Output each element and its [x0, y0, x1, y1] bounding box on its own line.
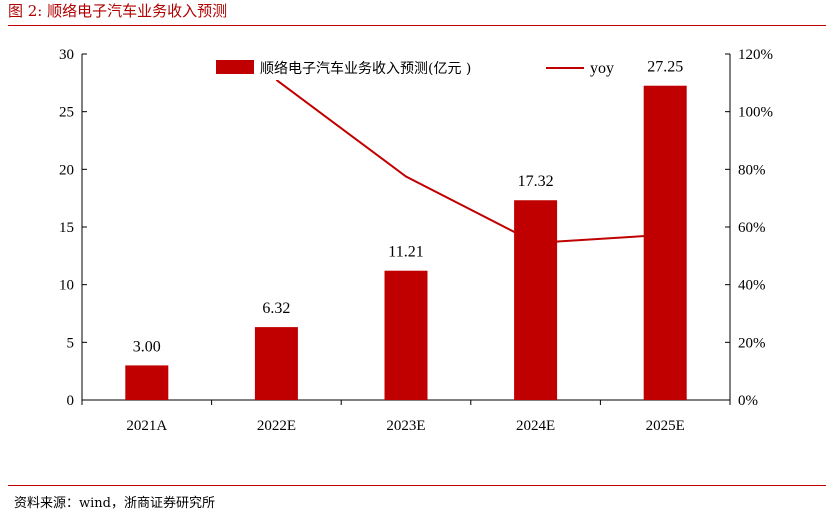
right-axis-tick-label: 0% [738, 393, 758, 409]
left-axis-tick-label: 0 [67, 393, 75, 409]
x-axis-tick-label: 2022E [257, 418, 296, 434]
bar-2025E [643, 85, 687, 400]
right-axis-tick-label: 80% [738, 162, 766, 178]
bar-2024E [514, 200, 558, 400]
bar-2023E [384, 270, 428, 400]
right-axis-tick-label: 60% [738, 220, 766, 236]
left-axis-tick-label: 15 [59, 220, 74, 236]
source-note: 资料来源：wind，浙商证券研究所 [14, 496, 215, 511]
left-axis-tick-label: 5 [67, 335, 75, 351]
bar-data-label: 6.32 [262, 300, 290, 317]
legend-bar-swatch [216, 60, 254, 74]
bar-data-label: 11.21 [388, 244, 423, 261]
bar-2021A [125, 365, 169, 400]
bottom-rule [8, 485, 826, 486]
right-axis-tick-label: 100% [738, 105, 773, 121]
bar-data-label: 27.25 [647, 59, 683, 76]
yoy-line [275, 79, 666, 244]
bar-data-label: 17.32 [518, 173, 554, 190]
right-axis-tick-label: 120% [738, 47, 773, 63]
x-axis-tick-label: 2023E [386, 418, 425, 434]
top-rule [8, 25, 826, 26]
x-axis-tick-label: 2024E [516, 418, 555, 434]
left-axis-tick-label: 20 [59, 162, 74, 178]
figure-title: 图 2: 顺络电子汽车业务收入预测 [8, 2, 228, 20]
x-axis-tick-label: 2025E [646, 418, 685, 434]
left-axis-tick-label: 30 [59, 47, 74, 63]
x-axis-tick-label: 2021A [126, 418, 167, 434]
right-axis-tick-label: 20% [738, 335, 766, 351]
right-axis-tick-label: 40% [738, 278, 766, 294]
chart: 0 5 10 15 20 25 30 0% 20% 40% 60% 80% 100% 120% 2021A 2… [59, 47, 773, 434]
bar-2022E [254, 327, 298, 400]
legend-bar-label: 顺络电子汽车业务收入预测(亿元 ) [260, 60, 471, 77]
left-axis-tick-label: 25 [59, 105, 74, 121]
left-axis-tick-label: 10 [59, 278, 74, 294]
legend-line-label: yoy [590, 60, 614, 77]
bar-data-label: 3.00 [133, 338, 161, 355]
